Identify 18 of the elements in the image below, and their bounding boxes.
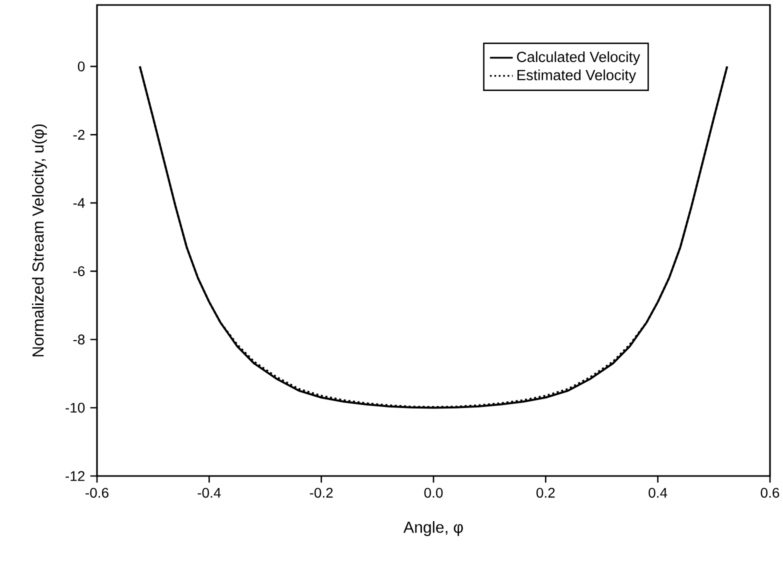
- x-tick-label: -0.2: [310, 488, 333, 498]
- legend-label: Calculated Velocity: [517, 51, 640, 66]
- x-tick-label: 0.2: [536, 488, 555, 498]
- y-tick-label: -10: [66, 402, 85, 413]
- y-tick-label: -4: [73, 198, 85, 208]
- y-tick-label: -12: [66, 471, 84, 481]
- x-tick-label: 0.6: [760, 488, 780, 498]
- y-axis-title: Normalized Stream Velocity, u(φ): [32, 124, 47, 356]
- x-axis-title: Angle, φ: [403, 521, 463, 536]
- x-tick-label: -0.6: [86, 488, 108, 498]
- y-tick-label: -2: [73, 130, 84, 140]
- x-tick-label: 0.0: [424, 488, 443, 498]
- y-tick-label: -6: [73, 266, 85, 276]
- legend-label: Estimated Velocity: [517, 70, 636, 84]
- x-tick-label: 0.4: [648, 488, 668, 498]
- y-tick-label: -8: [73, 334, 85, 344]
- x-tick-label: -0.4: [198, 488, 221, 498]
- y-tick-label: 0: [78, 61, 85, 72]
